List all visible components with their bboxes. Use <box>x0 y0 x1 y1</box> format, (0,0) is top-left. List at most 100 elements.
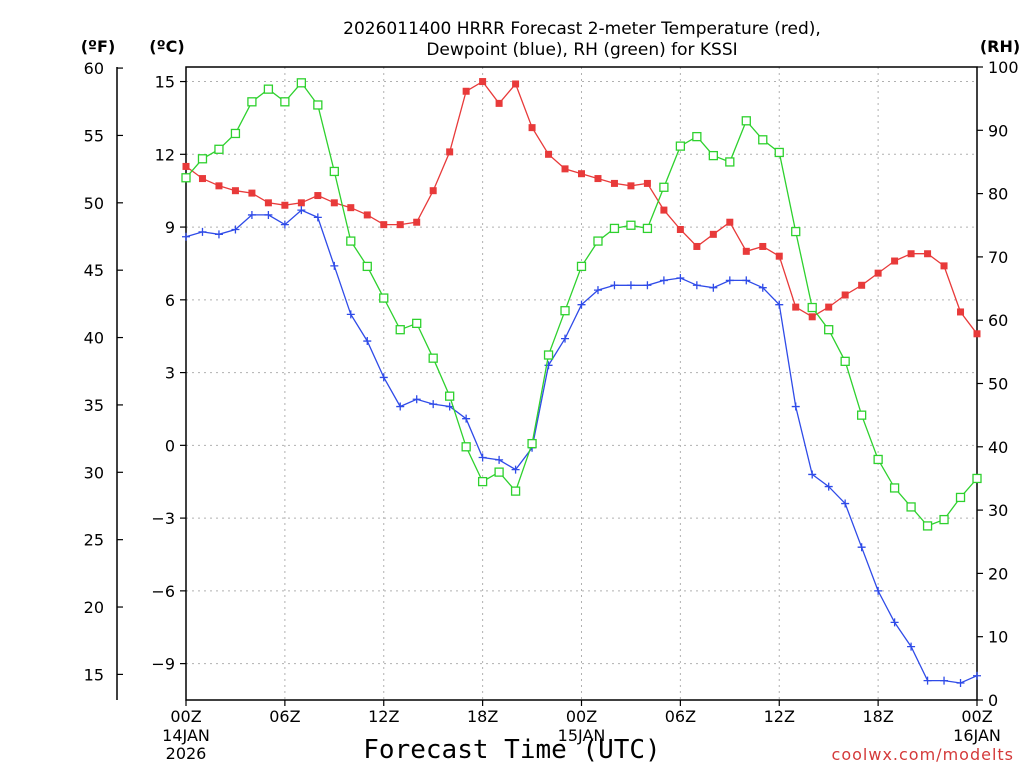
rh-point <box>395 325 405 335</box>
rh-point <box>461 442 471 452</box>
celsius-tick-label: 9 <box>165 218 175 237</box>
dewpoint-point <box>857 543 866 552</box>
fahrenheit-tick-label: 40 <box>84 329 104 348</box>
rh-point <box>576 261 587 272</box>
2-meter-temperature-point <box>792 303 800 311</box>
celsius-tick-label: −3 <box>151 509 175 528</box>
2-meter-temperature-point <box>627 182 635 190</box>
rh-point <box>527 438 537 449</box>
dewpoint-point <box>626 281 635 290</box>
rh-point <box>197 154 208 164</box>
rh-point <box>560 306 570 316</box>
dewpoint-point <box>462 414 471 423</box>
2-meter-temperature-point <box>446 148 454 156</box>
rh-point <box>741 116 751 126</box>
time-tick-label: 06Z <box>665 707 696 726</box>
fahrenheit-tick-label: 60 <box>84 59 104 78</box>
grid-lines <box>186 67 977 700</box>
rh-point <box>807 302 817 313</box>
2-meter-temperature-point <box>594 175 602 183</box>
dewpoint-point <box>593 286 602 295</box>
rh-point <box>824 325 834 335</box>
2-meter-temperature-point <box>940 262 948 270</box>
chart-title-line-2: Dewpoint (blue), RH (green) for KSSI <box>426 40 737 60</box>
dewpoint-point <box>182 232 190 241</box>
dewpoint-point <box>330 261 339 270</box>
rh-point <box>477 476 488 487</box>
dewpoint-point <box>890 618 899 627</box>
rh-unit-label: (RH) <box>980 37 1020 56</box>
time-tick-label: 00Z <box>566 707 597 726</box>
celsius-tick-label: 15 <box>155 73 175 92</box>
celsius-tick-label: 3 <box>165 364 175 383</box>
dewpoint-point <box>692 281 701 290</box>
dewpoint-point <box>429 400 438 409</box>
celsius-tick-label: −9 <box>151 655 175 674</box>
fahrenheit-tick-label: 35 <box>84 396 104 415</box>
rh-point <box>379 293 389 303</box>
rh-point <box>626 220 636 230</box>
2-meter-temperature-point <box>973 330 981 338</box>
dewpoint-point <box>791 402 800 411</box>
x-axis-title: Forecast Time (UTC) <box>363 735 660 765</box>
fahrenheit-tick-label: 55 <box>84 126 104 145</box>
chart-title-line-1: 2026011400 HRRR Forecast 2-meter Tempera… <box>343 19 821 39</box>
2-meter-temperature-point <box>528 124 536 132</box>
rh-point <box>725 157 735 167</box>
series-layer <box>181 78 982 688</box>
2-meter-temperature-point <box>429 187 437 195</box>
2-meter-temperature-point <box>479 78 487 86</box>
time-tick-label: 12Z <box>764 707 795 726</box>
dewpoint-point <box>247 210 256 219</box>
2-meter-temperature-point <box>545 150 553 158</box>
2-meter-temperature-point <box>808 313 816 321</box>
2-meter-temperature-point <box>709 230 717 238</box>
2-meter-temperature-point <box>726 218 734 226</box>
celsius-tick-label: 12 <box>155 145 175 164</box>
rh-point <box>972 473 982 484</box>
time-tick-date-label: 16JAN <box>953 726 1001 745</box>
2-meter-temperature-point <box>693 242 701 250</box>
rh-point <box>659 182 669 192</box>
2-meter-temperature-point <box>248 189 256 197</box>
rh-point <box>675 141 686 151</box>
2-meter-temperature-point <box>281 201 289 209</box>
2-meter-temperature-point <box>198 175 206 183</box>
fahrenheit-tick-label: 30 <box>84 463 104 482</box>
2-meter-temperature-point <box>891 257 899 265</box>
dewpoint-point <box>264 210 273 219</box>
rh-point <box>955 492 966 503</box>
rh-tick-label: 20 <box>988 564 1008 583</box>
rh-point <box>758 135 768 145</box>
fahrenheit-tick-label: 45 <box>84 261 104 280</box>
rh-point <box>230 128 241 139</box>
dewpoint-point <box>511 465 520 474</box>
2-meter-temperature-point <box>413 218 421 226</box>
dewpoint-point <box>874 586 883 595</box>
2-meter-temperature-point <box>742 247 750 255</box>
rh-point <box>494 467 504 477</box>
rh-point <box>873 454 883 465</box>
dewpoint-point <box>973 671 981 680</box>
2-meter-temperature-point <box>347 204 355 212</box>
rh-tick-label: 100 <box>988 58 1019 77</box>
plot-frame <box>185 66 978 701</box>
dewpoint-point <box>231 225 240 234</box>
2-meter-temperature-point <box>297 199 305 207</box>
rh-tick-label: 70 <box>988 248 1008 267</box>
celsius-tick-label: −6 <box>151 582 175 601</box>
fahrenheit-tick-label: 25 <box>84 531 104 550</box>
2-meter-temperature-point <box>512 80 520 88</box>
dewpoint-point <box>379 373 388 382</box>
rh-point <box>609 223 620 234</box>
dewpoint-point <box>907 642 916 651</box>
dewpoint-point <box>412 395 421 404</box>
fahrenheit-tick-label: 20 <box>84 598 104 617</box>
time-tick-label: 00Z <box>170 707 201 726</box>
rh-point <box>329 166 339 177</box>
dewpoint-point <box>824 482 833 491</box>
dewpoint-point <box>478 453 487 462</box>
2-meter-temperature-point <box>264 199 272 207</box>
